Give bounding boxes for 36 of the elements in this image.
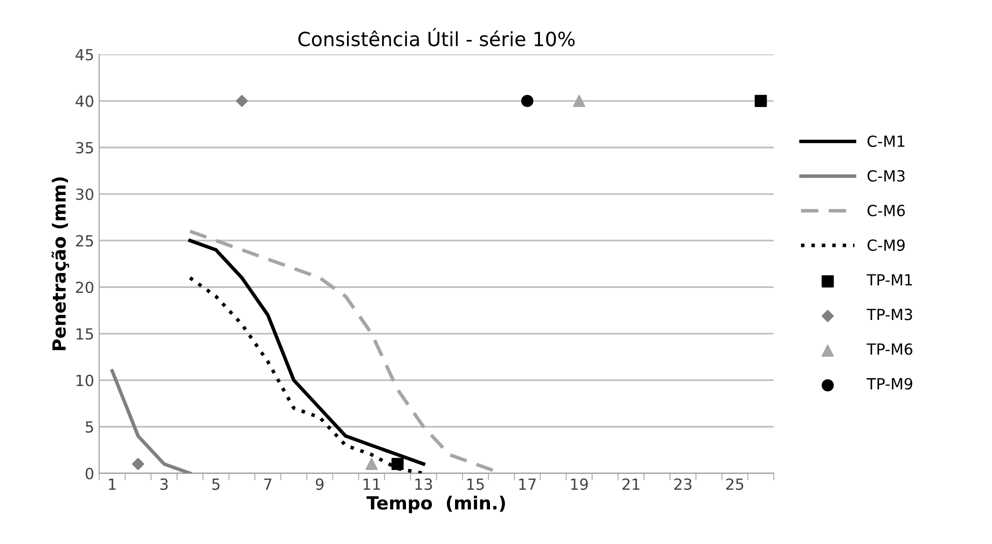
x-tick-label: 25 xyxy=(726,478,744,490)
legend-label: TP-M9 xyxy=(866,378,912,390)
y-axis-title: Penetração (mm) xyxy=(52,177,70,350)
y-tick-label: 45 xyxy=(76,49,94,60)
x-tick-label: 19 xyxy=(571,478,588,490)
x-tick-label: 15 xyxy=(467,478,484,490)
y-tick-label: 10 xyxy=(76,374,94,386)
legend-label: TP-M1 xyxy=(866,274,912,286)
x-tick-label: 13 xyxy=(415,478,432,490)
y-tick-label: 15 xyxy=(76,328,94,340)
legend-label: C-M9 xyxy=(868,239,905,251)
chart-title: Consistência Útil - série 10% xyxy=(298,28,575,46)
x-tick-label: 9 xyxy=(316,478,324,490)
y-tick-label: 5 xyxy=(86,421,94,433)
x-tick-label: 17 xyxy=(519,478,536,490)
x-tick-label: 3 xyxy=(160,478,168,490)
x-tick-label: 23 xyxy=(674,478,692,490)
x-axis-title: Tempo (min.) xyxy=(366,496,505,514)
x-tick-label: 11 xyxy=(364,478,380,490)
y-tick-label: 30 xyxy=(76,188,94,200)
legend-label: TP-M3 xyxy=(866,308,912,320)
line-series xyxy=(188,238,426,466)
legend-label: C-M6 xyxy=(868,204,905,216)
y-tick-label: 20 xyxy=(76,282,94,294)
x-tick-label: 21 xyxy=(622,478,640,490)
x-tick-label: 1 xyxy=(108,478,116,490)
legend-label: C-M3 xyxy=(868,170,905,182)
legend-label: C-M1 xyxy=(868,135,904,148)
y-tick-label: 25 xyxy=(76,235,94,247)
x-tick-label: 7 xyxy=(264,478,272,490)
y-tick-label: 35 xyxy=(76,142,94,154)
legend-label: TP-M6 xyxy=(866,343,912,355)
y-tick-label: 0 xyxy=(86,468,94,480)
y-tick-label: 40 xyxy=(76,95,94,107)
line-series xyxy=(110,369,192,474)
x-tick-label: 5 xyxy=(212,478,220,490)
